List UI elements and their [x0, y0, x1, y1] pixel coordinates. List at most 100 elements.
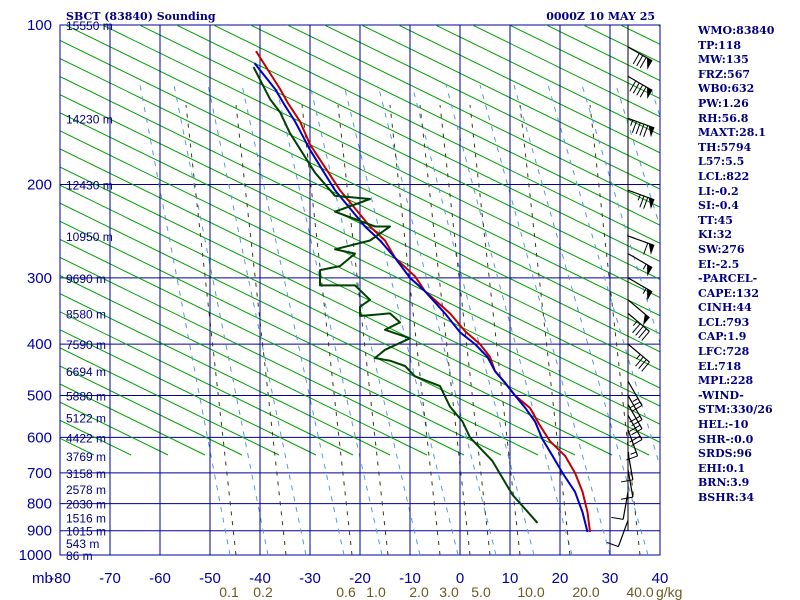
dry-adiabat-line — [286, 25, 660, 208]
dry-adiabat-line — [101, 25, 660, 299]
moist-adiabat-line — [207, 84, 307, 555]
wind-barb-feather — [643, 125, 649, 137]
index-item: -WIND- — [698, 388, 744, 402]
wind-barb-staff — [627, 414, 643, 440]
mixing-ratio-line — [337, 104, 389, 555]
index-item: HEL:-10 — [698, 418, 749, 432]
sounding-profiles — [252, 50, 591, 533]
index-item: -PARCEL- — [698, 272, 758, 286]
wind-barb — [611, 491, 629, 520]
pressure-tick-label: 700 — [27, 465, 52, 482]
dry-adiabat-line — [60, 293, 391, 456]
wind-barb-pennant — [648, 125, 655, 138]
mixing-ratio-labels: 0.1 0.2 0.6 1.0 2.0 3.0 5.0 10.0 20.0 40.0 g/kg — [219, 584, 682, 600]
wind-barb — [627, 75, 653, 100]
index-item: MPL:228 — [698, 374, 754, 388]
wind-barb — [627, 312, 650, 341]
height-label: 6694 m — [66, 365, 106, 379]
moist-adiabat-line — [615, 84, 660, 229]
index-item: TP:118 — [698, 38, 742, 52]
mixing-ratio-line — [389, 104, 441, 555]
mixing-ratio-label: 0.6 — [336, 584, 356, 600]
dry-adiabat-line — [360, 25, 660, 172]
dry-adiabat-line — [434, 25, 660, 136]
height-label: 10950 m — [66, 230, 113, 244]
wind-barb-feather — [636, 84, 644, 96]
indices-panel: WMO:83840 TP:118 MW:135 FRZ:567 WB0:632 PW:1.… — [698, 24, 774, 506]
dry-adiabat-line — [249, 25, 660, 226]
index-item: KI:32 — [698, 228, 733, 242]
wind-barb-feather — [629, 435, 641, 443]
wind-barb — [620, 452, 634, 483]
index-item: EI:-2.5 — [698, 257, 740, 271]
wind-barb-half-feather — [642, 288, 647, 294]
index-item: MW:135 — [698, 53, 749, 67]
moist-adiabat-line — [173, 84, 269, 555]
height-label: 5880 m — [66, 389, 106, 403]
moist-adiabat-line — [547, 84, 660, 469]
wind-barb-pennant — [648, 197, 655, 210]
index-item: RH:56.8 — [698, 111, 749, 125]
dewpoint-profile-line — [252, 66, 539, 524]
temperature-tick-label: -70 — [99, 570, 121, 587]
wind-barb-feather — [636, 55, 644, 67]
wind-barb-half-feather — [630, 451, 637, 455]
wind-barb-feather — [639, 123, 645, 136]
wind-barb-feather — [635, 325, 644, 336]
dry-adiabat-line — [60, 184, 613, 456]
wind-barb-feather — [639, 57, 647, 69]
height-label: 3769 m — [66, 450, 106, 464]
dry-adiabat-line — [60, 130, 660, 425]
wind-barb-half-feather — [637, 194, 641, 201]
wind-barb-staff — [627, 395, 643, 421]
height-label: 15550 m — [66, 19, 113, 33]
pressure-tick-label: 800 — [27, 496, 52, 513]
wind-barb — [627, 343, 650, 372]
moist-adiabat-line — [411, 84, 535, 555]
wind-barb-half-feather — [632, 398, 639, 402]
wind-barb-feather — [620, 479, 633, 483]
wind-barb-staff — [627, 312, 650, 332]
height-label: 7590 m — [66, 338, 106, 352]
wind-barb-staff — [627, 75, 653, 91]
index-item: EL:718 — [698, 359, 742, 373]
mixing-ratio-label: 20.0 — [572, 584, 599, 600]
temperature-tick-label: -80 — [49, 570, 71, 587]
index-item: L57:5.5 — [698, 155, 745, 169]
moist-adiabat-line — [479, 84, 611, 555]
dry-adiabat-line — [60, 148, 660, 443]
temperature-tick-label: -60 — [149, 570, 171, 587]
dry-adiabat-line — [323, 25, 660, 190]
mixing-ratio-label: 1.0 — [366, 584, 386, 600]
wind-barb-pennant — [643, 313, 650, 326]
mixing-unit-label: g/kg — [656, 584, 682, 600]
mixing-ratio-label: 40.0 — [626, 584, 653, 600]
wind-barb-staff — [627, 404, 643, 430]
moist-adiabat-line — [377, 84, 497, 555]
pressure-unit-label: mb — [32, 570, 53, 587]
index-item: STM:330/26 — [698, 403, 773, 417]
wind-barb-half-feather — [636, 354, 641, 360]
dry-adiabat-line — [60, 275, 428, 456]
height-label: 2578 m — [66, 483, 106, 497]
moist-adiabat-line — [343, 84, 459, 555]
wind-barb-staff — [627, 235, 655, 247]
dry-adiabat-line — [60, 347, 280, 456]
height-label: 2030 m — [66, 498, 106, 512]
wind-barb-pennant — [647, 288, 653, 301]
pressure-labels: 100 200 300 400 500 600 700 800 900 1000 mb — [19, 17, 53, 587]
wind-barb-staff — [622, 491, 629, 520]
temperature-tick-label: -30 — [299, 570, 321, 587]
mixing-ratio-label: 0.2 — [253, 584, 273, 600]
wind-barb-staff — [627, 380, 643, 406]
index-item: SI:-0.4 — [698, 199, 739, 213]
wind-barb-staff — [627, 277, 653, 293]
mixing-ratio-label: 5.0 — [471, 584, 491, 600]
temperature-labels: -80 -70 -60 -50 -40 -30 -20 -10 0 10 20 30 40 — [49, 570, 668, 587]
index-item: TT:45 — [698, 213, 733, 227]
dry-adiabats — [60, 25, 660, 456]
wind-barb-half-feather — [632, 320, 638, 326]
moist-adiabat-line — [241, 84, 345, 555]
index-item: CAPE:132 — [698, 286, 759, 300]
